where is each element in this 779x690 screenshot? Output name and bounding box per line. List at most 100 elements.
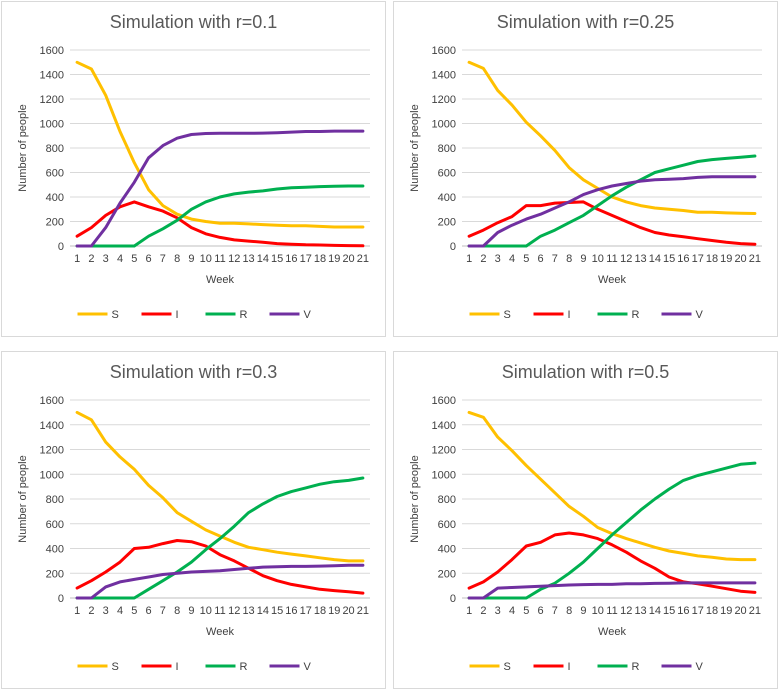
legend-label: R: [632, 661, 640, 673]
x-tick-label: 9: [188, 253, 194, 265]
y-tick-label: 800: [46, 494, 64, 506]
x-tick-label: 20: [734, 605, 746, 617]
series-line-V: [75, 563, 365, 600]
legend-label: V: [696, 309, 704, 321]
legend-item-R: R: [597, 661, 640, 673]
x-tick-label: 5: [131, 253, 137, 265]
x-tick-label: 7: [160, 253, 166, 265]
series-line-R: [467, 461, 757, 600]
y-tick-label: 0: [450, 593, 456, 605]
x-tick-label: 8: [566, 253, 572, 265]
y-tick-label: 1000: [432, 469, 456, 481]
x-axis-label: Week: [598, 626, 626, 638]
x-tick-label: 3: [495, 605, 501, 617]
y-tick-label: 200: [438, 568, 456, 580]
legend-label: I: [568, 309, 571, 321]
legend-label: S: [112, 309, 119, 321]
x-tick-label: 21: [357, 605, 369, 617]
x-tick-label: 9: [580, 605, 586, 617]
x-tick-label: 11: [606, 253, 617, 265]
x-tick-label: 12: [228, 253, 240, 265]
chart-panel-r0.1: Simulation with r=0.1 0 200 400 600 800 1000 12…: [1, 1, 386, 337]
legend-item-S: S: [469, 309, 511, 321]
legend-item-V: V: [269, 661, 312, 673]
y-tick-label: 1400: [432, 70, 456, 82]
x-tick-label: 3: [495, 253, 501, 265]
series-line-S: [467, 60, 757, 215]
series-line-S: [75, 60, 365, 229]
y-tick-label: 400: [46, 544, 64, 556]
y-tick-label: 600: [438, 168, 456, 180]
legend-item-S: S: [77, 661, 119, 673]
x-tick-label: 9: [188, 605, 194, 617]
y-axis-label: Number of people: [409, 455, 421, 542]
y-tick-label: 1400: [40, 420, 64, 432]
x-tick-label: 16: [285, 605, 297, 617]
y-tick-label: 1200: [40, 94, 64, 106]
x-tick-label: 8: [174, 253, 180, 265]
x-tick-label: 10: [592, 605, 604, 617]
legend-item-S: S: [469, 661, 511, 673]
x-tick-label: 20: [342, 253, 354, 265]
y-tick-label: 200: [438, 217, 456, 229]
x-tick-label: 9: [580, 253, 586, 265]
line-chart: Simulation with r=0.30200400600800100012…: [17, 362, 370, 673]
y-axis-label: Number of people: [17, 455, 29, 542]
y-tick-label: 1400: [432, 420, 456, 432]
y-tick-label: 600: [46, 519, 64, 531]
legend-label: R: [240, 309, 248, 321]
legend-label: S: [112, 661, 119, 673]
series-line-V: [75, 129, 365, 248]
legend-label: S: [504, 309, 511, 321]
legend-label: I: [568, 661, 571, 673]
x-tick-label: 16: [677, 605, 689, 617]
legend-item-V: V: [661, 309, 704, 321]
series-line-I: [467, 200, 757, 246]
x-tick-label: 19: [720, 605, 732, 617]
x-tick-label: 4: [509, 605, 515, 617]
line-chart: Simulation with r=0.25 0 200 400 600 800 1000 1…: [409, 12, 762, 321]
series-line-S: [75, 410, 365, 563]
legend-label: V: [696, 661, 704, 673]
legend-item-R: R: [205, 309, 248, 321]
chart-panel-r0.5: Simulation with r=0.5 0 200 400 600 800 1000 12…: [393, 351, 778, 689]
x-tick-label: 2: [88, 605, 94, 617]
y-tick-label: 0: [58, 593, 64, 605]
y-tick-label: 1000: [432, 119, 456, 131]
x-tick-label: 4: [117, 253, 123, 265]
x-tick-label: 19: [720, 253, 732, 265]
x-tick-label: 15: [663, 605, 675, 617]
x-tick-label: 10: [200, 605, 212, 617]
y-tick-label: 200: [46, 217, 64, 229]
legend-item-I: I: [533, 309, 571, 321]
chart-title: Simulation with r=0.1: [110, 12, 278, 32]
chart-title: Simulation with r=0.5: [502, 362, 670, 382]
x-tick-label: 18: [706, 605, 718, 617]
x-tick-label: 6: [146, 605, 152, 617]
legend-item-R: R: [597, 309, 640, 321]
y-tick-label: 1600: [432, 395, 456, 407]
y-tick-label: 1600: [432, 45, 456, 57]
x-tick-label: 14: [649, 253, 661, 265]
legend-label: V: [304, 309, 312, 321]
x-tick-label: 6: [538, 605, 544, 617]
x-tick-label: 3: [103, 605, 109, 617]
y-tick-label: 400: [438, 192, 456, 204]
x-tick-label: 14: [649, 605, 661, 617]
x-tick-label: 6: [538, 253, 544, 265]
x-tick-label: 16: [677, 253, 689, 265]
x-tick-label: 8: [566, 605, 572, 617]
x-tick-label: 4: [117, 605, 123, 617]
x-tick-label: 19: [328, 605, 340, 617]
x-axis-label: Week: [206, 626, 234, 638]
y-tick-label: 1400: [40, 70, 64, 82]
y-tick-label: 1200: [432, 94, 456, 106]
x-tick-label: 11: [214, 605, 225, 617]
x-tick-label: 17: [300, 605, 312, 617]
legend-item-I: I: [141, 661, 179, 673]
legend-label: R: [240, 661, 248, 673]
x-tick-label: 13: [634, 605, 646, 617]
x-tick-label: 7: [552, 253, 558, 265]
x-tick-label: 17: [692, 605, 704, 617]
y-tick-label: 400: [438, 544, 456, 556]
